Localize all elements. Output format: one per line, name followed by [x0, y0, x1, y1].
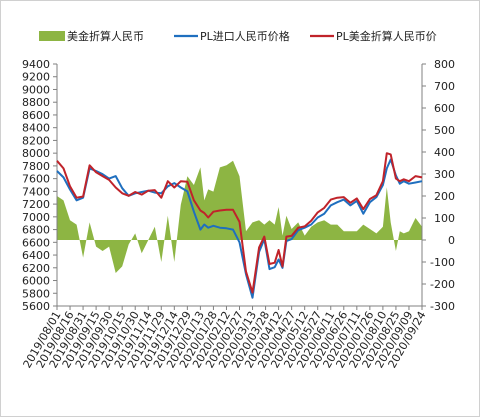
left-tick-label: 6000 — [22, 275, 50, 288]
left-tick-label: 8200 — [22, 134, 50, 147]
right-tick-label: 200 — [434, 190, 455, 203]
left-tick-label: 7200 — [22, 198, 50, 211]
right-tick-label: 700 — [434, 80, 455, 93]
series-line-pl-usd-converted — [56, 152, 423, 294]
right-tick-label: 500 — [434, 124, 455, 137]
left-tick-label: 5600 — [22, 300, 50, 313]
left-tick-label: 9400 — [22, 58, 50, 71]
left-tick-label: 6400 — [22, 249, 50, 262]
left-tick-label: 7800 — [22, 160, 50, 173]
left-tick-label: 8800 — [22, 96, 50, 109]
legend-label-blue: PL进口人民币价格 — [200, 29, 290, 43]
right-tick-label: -300 — [430, 300, 455, 313]
left-tick-label: 7600 — [22, 173, 50, 186]
right-tick-label: 0 — [448, 234, 455, 247]
right-tick-label: 300 — [434, 168, 455, 181]
left-tick-label: 6600 — [22, 236, 50, 249]
left-tick-label: 8600 — [22, 109, 50, 122]
series-line-pl-import-rmb — [56, 158, 423, 299]
left-tick-label: 9200 — [22, 71, 50, 84]
left-tick-label: 7000 — [22, 211, 50, 224]
legend-label-red: PL美金折算人民币价 — [336, 29, 437, 43]
right-tick-label: 100 — [434, 212, 455, 225]
left-tick-label: 7400 — [22, 185, 50, 198]
series-area-usd-converted — [57, 160, 422, 273]
left-tick-label: 9000 — [22, 83, 50, 96]
right-tick-label: 800 — [434, 58, 455, 71]
right-tick-label: -200 — [430, 278, 455, 291]
right-tick-label: 600 — [434, 102, 455, 115]
left-tick-label: 6800 — [22, 224, 50, 237]
right-tick-label: 400 — [434, 146, 455, 159]
left-tick-label: 6200 — [22, 262, 50, 275]
left-tick-label: 5800 — [22, 287, 50, 300]
plot-area: 5600580060006200640066006800700072007400… — [21, 58, 455, 370]
left-tick-label: 8400 — [22, 122, 50, 135]
legend: 美金折算人民币 PL进口人民币价格 PL美金折算人民币价 — [39, 29, 437, 43]
legend-swatch-area — [39, 31, 65, 41]
right-tick-label: -100 — [430, 256, 455, 269]
left-tick-label: 8000 — [22, 147, 50, 160]
legend-label-area: 美金折算人民币 — [67, 29, 144, 43]
